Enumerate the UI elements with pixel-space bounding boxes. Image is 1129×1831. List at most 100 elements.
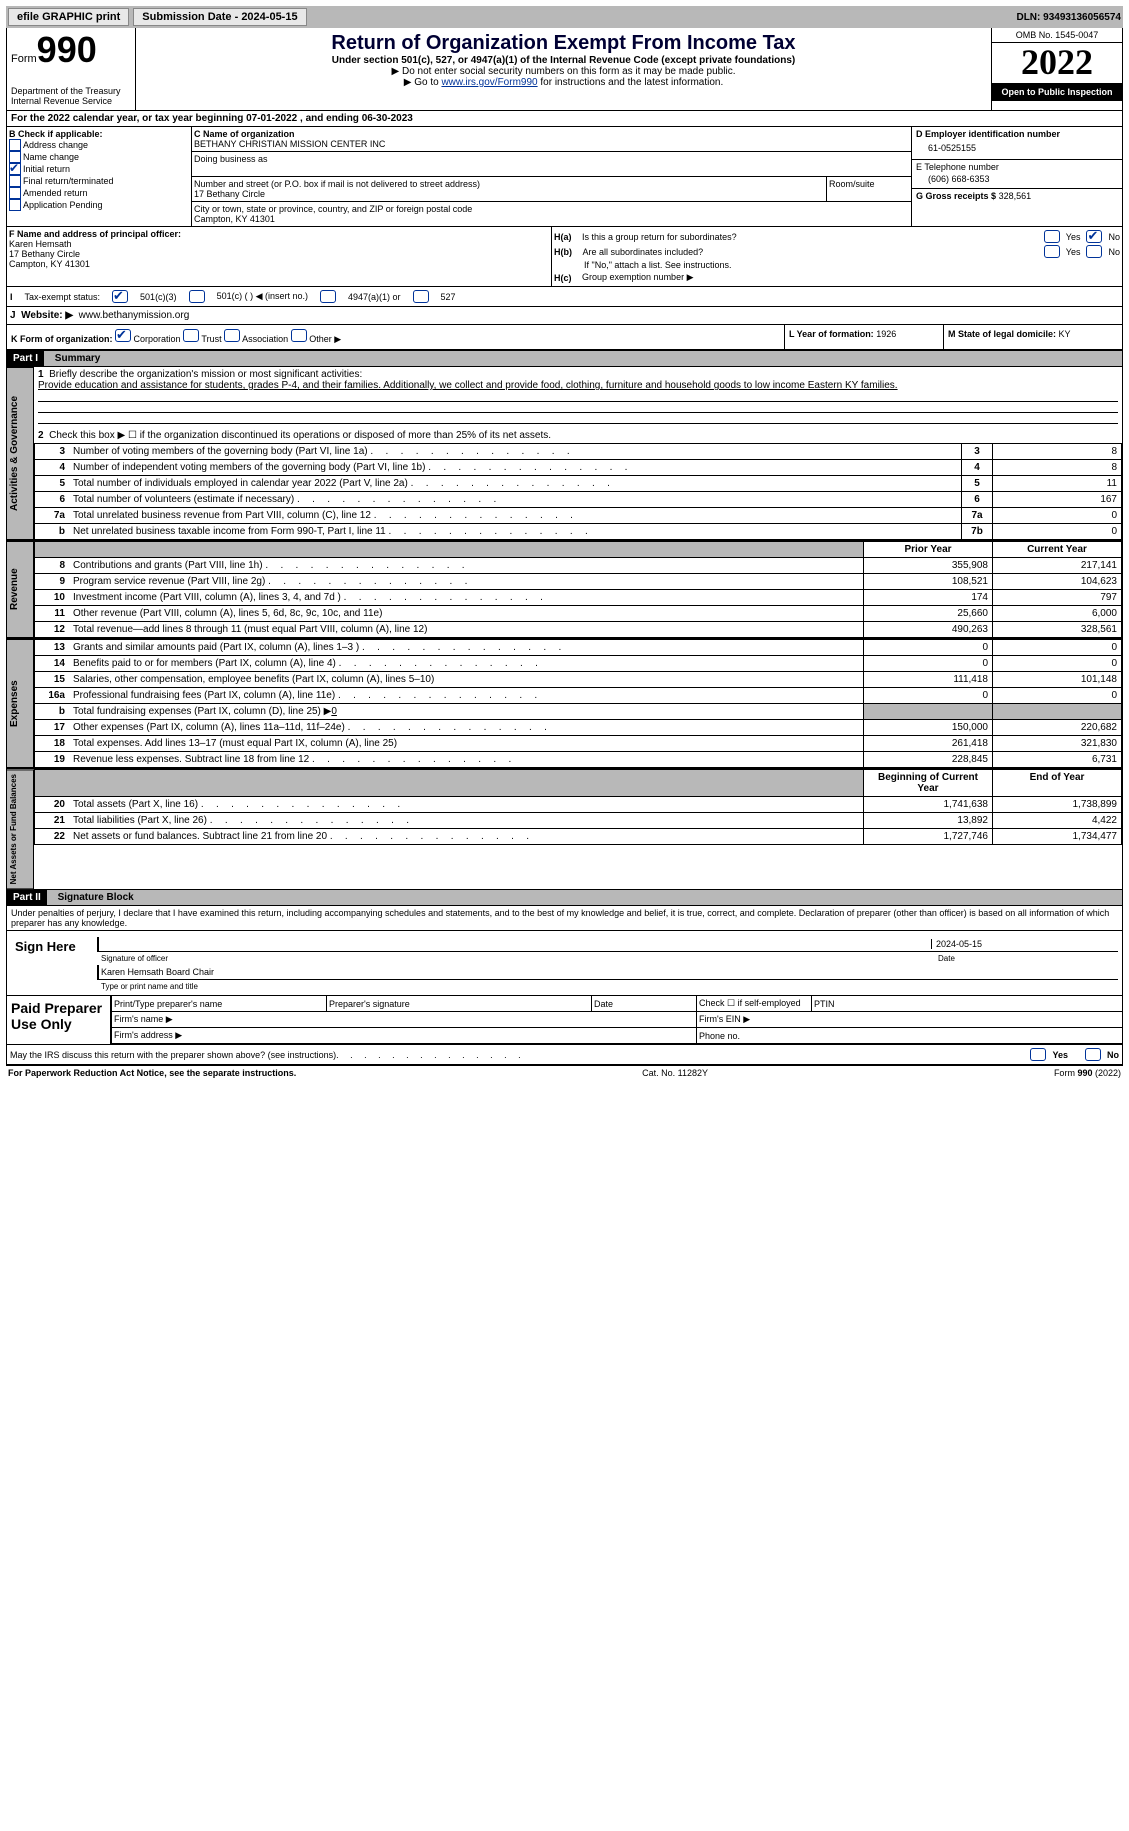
sign-here-label: Sign Here [7,931,93,995]
line19-text: Revenue less expenses. Subtract line 18 … [73,754,309,765]
cb-501c3[interactable] [112,290,128,303]
cb-app-pending[interactable] [9,199,21,211]
form-title: Return of Organization Exempt From Incom… [140,32,987,55]
no-label: No [1108,232,1120,242]
row-klm: K Form of organization: Corporation Trus… [6,325,1123,350]
line6-box: 6 [962,492,993,508]
line5-box: 5 [962,476,993,492]
opt-name-change: Name change [23,152,79,162]
form-subtitle-2: ▶ Do not enter social security numbers o… [140,66,987,77]
firm-phone-label: Phone no. [697,1028,1123,1044]
form990-link[interactable]: www.irs.gov/Form990 [441,77,537,88]
submission-date: Submission Date - 2024-05-15 [133,8,306,26]
cb-hb-yes[interactable] [1044,245,1060,258]
line13-curr: 0 [993,640,1122,656]
expenses-section: Expenses 13Grants and similar amounts pa… [6,639,1123,769]
line18-prior: 261,418 [864,736,993,752]
cb-discuss-yes[interactable] [1030,1048,1046,1061]
hb-label: H(b) [554,247,572,257]
line16b-curr-shade [993,704,1122,720]
line7a-val: 0 [993,508,1122,524]
opt-trust: Trust [201,334,221,344]
line10-prior: 174 [864,590,993,606]
ha-label: H(a) [554,232,572,242]
officer-addr1: 17 Bethany Circle [9,249,80,259]
cb-address-change[interactable] [9,139,21,151]
f-label: F Name and address of principal officer: [9,229,181,239]
line15-curr: 101,148 [993,672,1122,688]
line19-curr: 6,731 [993,752,1122,768]
opt-527: 527 [441,292,456,302]
hc-label: H(c) [554,273,572,283]
discuss-yes: Yes [1052,1050,1068,1060]
line16b-prior-shade [864,704,993,720]
paid-preparer-label: Paid Preparer Use Only [7,996,111,1044]
vert-revenue: Revenue [7,541,34,638]
cb-527[interactable] [413,290,429,303]
col-prior: Prior Year [864,542,993,558]
cb-corp[interactable] [115,329,131,342]
opt-4947: 4947(a)(1) or [348,292,401,302]
part2-badge: Part II [7,890,47,905]
sign-date: 2024-05-15 [931,939,1116,949]
part2-title: Signature Block [50,892,134,903]
yes-label: Yes [1066,232,1081,242]
no-label-2: No [1108,247,1120,257]
line12-text: Total revenue—add lines 8 through 11 (mu… [73,624,427,635]
cb-ha-no[interactable] [1086,230,1102,243]
line12-prior: 490,263 [864,622,993,638]
cb-final-return[interactable] [9,175,21,187]
signature-block: Under penalties of perjury, I declare th… [6,906,1123,1065]
line4-val: 8 [993,460,1122,476]
dept-treasury: Department of the Treasury [11,86,131,96]
signature-line[interactable] [101,939,931,949]
tax-year: 2022 [992,43,1122,83]
prep-ptin-hdr: PTIN [812,996,1123,1012]
line19-prior: 228,845 [864,752,993,768]
penalty-text: Under penalties of perjury, I declare th… [7,906,1122,930]
website-url: www.bethanymission.org [79,310,190,321]
i-label: Tax-exempt status: [25,292,101,302]
line7b-val: 0 [993,524,1122,540]
cb-amended[interactable] [9,187,21,199]
line9-curr: 104,623 [993,574,1122,590]
efile-print-button[interactable]: efile GRAPHIC print [8,8,129,26]
line15-prior: 111,418 [864,672,993,688]
part1-header: Part I Summary [6,350,1123,367]
part1-title: Summary [47,353,101,364]
c-name-label: C Name of organization [194,129,909,139]
line16b-text: Total fundraising expenses (Part IX, col… [73,706,331,717]
discuss-text: May the IRS discuss this return with the… [10,1050,336,1060]
cb-other[interactable] [291,329,307,342]
opt-app-pending: Application Pending [23,200,103,210]
cb-trust[interactable] [183,329,199,342]
firm-ein-label: Firm's EIN ▶ [697,1012,1123,1028]
omb-number: OMB No. 1545-0047 [992,28,1122,43]
cb-4947[interactable] [320,290,336,303]
line8-prior: 355,908 [864,558,993,574]
prep-sig-hdr: Preparer's signature [327,996,592,1012]
cb-discuss-no[interactable] [1085,1048,1101,1061]
line3-text: Number of voting members of the governin… [73,446,368,457]
cb-ha-yes[interactable] [1044,230,1060,243]
cb-hb-no[interactable] [1086,245,1102,258]
form-label: Form [11,53,37,65]
ein-value: 61-0525155 [916,139,1118,157]
opt-amended: Amended return [23,188,88,198]
discuss-no: No [1107,1050,1119,1060]
cb-assoc[interactable] [224,329,240,342]
cb-initial-return[interactable] [9,163,21,175]
k-label: K Form of organization: [11,334,113,344]
city-label: City or town, state or province, country… [194,204,909,214]
vert-netassets: Net Assets or Fund Balances [7,769,34,889]
prep-name-hdr: Print/Type preparer's name [112,996,327,1012]
open-to-public: Open to Public Inspection [992,83,1122,101]
row-a-tax-year: For the 2022 calendar year, or tax year … [6,111,1123,127]
line11-prior: 25,660 [864,606,993,622]
opt-final-return: Final return/terminated [23,176,114,186]
cb-501c[interactable] [189,290,205,303]
section-fh: F Name and address of principal officer:… [6,227,1123,287]
line7a-box: 7a [962,508,993,524]
line16a-text: Professional fundraising fees (Part IX, … [73,690,335,701]
footer-right: Form 990 (2022) [1054,1068,1121,1078]
